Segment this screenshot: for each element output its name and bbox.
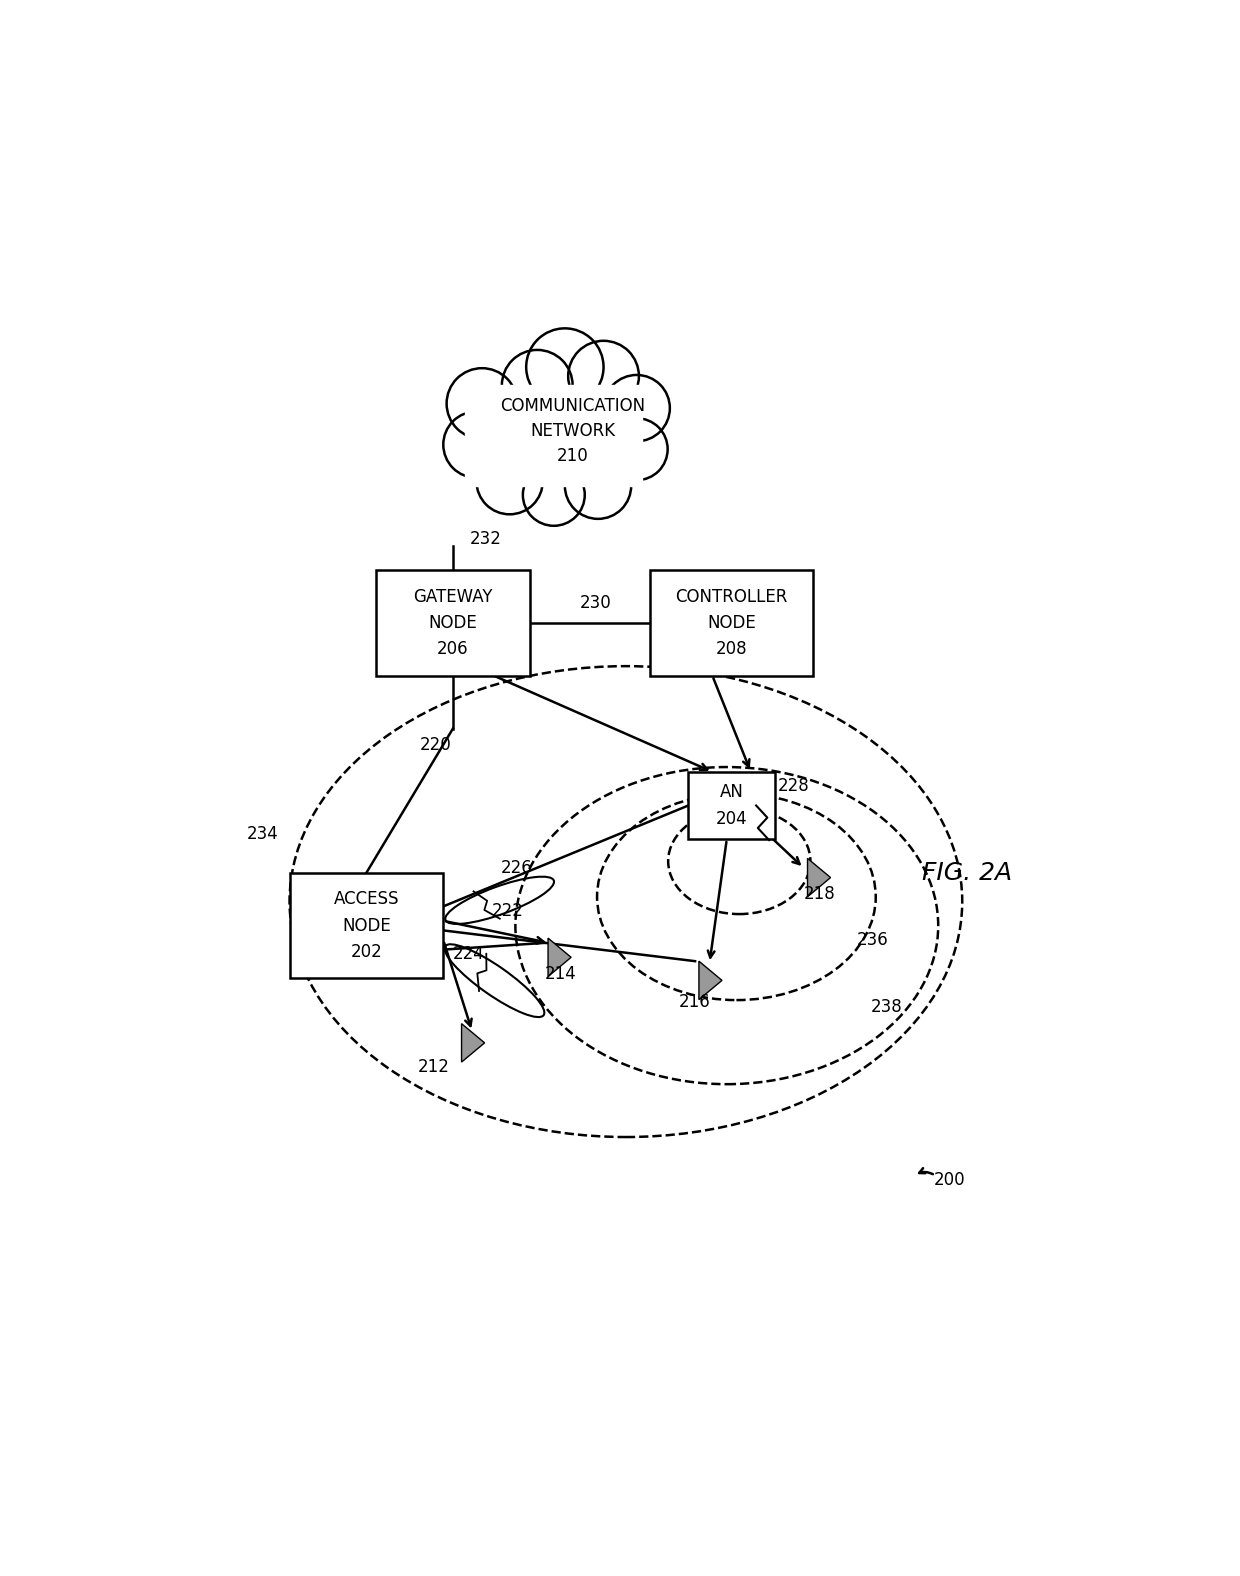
Text: CONTROLLER
NODE
208: CONTROLLER NODE 208 xyxy=(676,588,787,659)
Text: GATEWAY
NODE
206: GATEWAY NODE 206 xyxy=(413,588,492,659)
Circle shape xyxy=(446,369,517,440)
Text: 232: 232 xyxy=(470,530,502,547)
Bar xyxy=(376,571,529,676)
Text: 230: 230 xyxy=(580,594,613,611)
Bar xyxy=(650,571,813,676)
Circle shape xyxy=(606,418,667,481)
Bar xyxy=(465,385,642,485)
Text: 238: 238 xyxy=(870,998,903,1017)
Bar xyxy=(688,772,775,838)
Text: ACCESS
NODE
202: ACCESS NODE 202 xyxy=(334,890,399,961)
Circle shape xyxy=(604,375,670,441)
Text: 222: 222 xyxy=(491,901,523,920)
Circle shape xyxy=(444,411,510,478)
Polygon shape xyxy=(548,938,572,977)
Polygon shape xyxy=(699,961,722,999)
Polygon shape xyxy=(807,859,831,897)
Text: 200: 200 xyxy=(934,1171,965,1190)
Text: 234: 234 xyxy=(247,826,278,843)
Text: 226: 226 xyxy=(501,859,533,876)
Circle shape xyxy=(568,340,639,411)
Polygon shape xyxy=(461,1024,485,1062)
Text: 224: 224 xyxy=(453,946,485,963)
Text: 220: 220 xyxy=(419,736,451,755)
Circle shape xyxy=(476,448,543,514)
Text: 236: 236 xyxy=(857,931,888,949)
Text: COMMUNICATION
NETWORK
210: COMMUNICATION NETWORK 210 xyxy=(501,397,646,465)
Text: AN
204: AN 204 xyxy=(715,783,748,827)
Circle shape xyxy=(523,463,585,526)
Circle shape xyxy=(526,328,604,405)
Text: 216: 216 xyxy=(680,993,711,1012)
Circle shape xyxy=(565,452,631,519)
Bar xyxy=(290,873,444,979)
Text: 214: 214 xyxy=(544,965,577,983)
Text: FIG. 2A: FIG. 2A xyxy=(923,860,1012,884)
Text: 218: 218 xyxy=(804,884,836,903)
Circle shape xyxy=(502,350,573,421)
Text: 228: 228 xyxy=(777,777,810,796)
Text: 212: 212 xyxy=(418,1057,450,1076)
